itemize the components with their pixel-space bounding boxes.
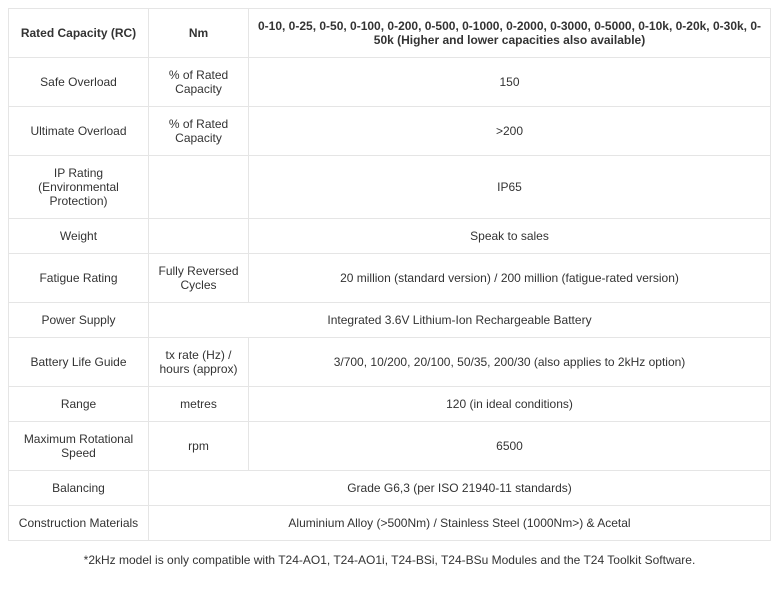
- spec-unit: % of Rated Capacity: [149, 107, 249, 156]
- spec-name: IP Rating (Environmental Protection): [9, 156, 149, 219]
- spec-name: Ultimate Overload: [9, 107, 149, 156]
- table-row: IP Rating (Environmental Protection) IP65: [9, 156, 771, 219]
- spec-unit: Fully Reversed Cycles: [149, 254, 249, 303]
- spec-name: Construction Materials: [9, 506, 149, 541]
- spec-value: >200: [249, 107, 771, 156]
- spec-name: Power Supply: [9, 303, 149, 338]
- header-unit: Nm: [149, 9, 249, 58]
- table-row: Fatigue RatingFully Reversed Cycles20 mi…: [9, 254, 771, 303]
- table-row: Maximum Rotational Speedrpm6500: [9, 422, 771, 471]
- spec-value: 150: [249, 58, 771, 107]
- spec-value: Integrated 3.6V Lithium-Ion Rechargeable…: [149, 303, 771, 338]
- spec-unit: rpm: [149, 422, 249, 471]
- spec-name: Range: [9, 387, 149, 422]
- spec-value: Grade G6,3 (per ISO 21940-11 standards): [149, 471, 771, 506]
- spec-unit: [149, 219, 249, 254]
- spec-name: Maximum Rotational Speed: [9, 422, 149, 471]
- table-row: Ultimate Overload% of Rated Capacity>200: [9, 107, 771, 156]
- spec-unit: tx rate (Hz) / hours (approx): [149, 338, 249, 387]
- table-row: Safe Overload% of Rated Capacity150: [9, 58, 771, 107]
- spec-unit: % of Rated Capacity: [149, 58, 249, 107]
- spec-unit: metres: [149, 387, 249, 422]
- table-header-row: Rated Capacity (RC) Nm 0-10, 0-25, 0-50,…: [9, 9, 771, 58]
- table-row: Power SupplyIntegrated 3.6V Lithium-Ion …: [9, 303, 771, 338]
- spec-name: Battery Life Guide: [9, 338, 149, 387]
- table-row: BalancingGrade G6,3 (per ISO 21940-11 st…: [9, 471, 771, 506]
- table-row: Battery Life Guidetx rate (Hz) / hours (…: [9, 338, 771, 387]
- header-values: 0-10, 0-25, 0-50, 0-100, 0-200, 0-500, 0…: [249, 9, 771, 58]
- spec-unit: [149, 156, 249, 219]
- spec-value: Aluminium Alloy (>500Nm) / Stainless Ste…: [149, 506, 771, 541]
- spec-name: Fatigue Rating: [9, 254, 149, 303]
- spec-value: 20 million (standard version) / 200 mill…: [249, 254, 771, 303]
- spec-value: 6500: [249, 422, 771, 471]
- spec-value: IP65: [249, 156, 771, 219]
- table-row: Rangemetres120 (in ideal conditions): [9, 387, 771, 422]
- header-rated-capacity: Rated Capacity (RC): [9, 9, 149, 58]
- footnote: *2kHz model is only compatible with T24-…: [8, 541, 771, 571]
- spec-value: 3/700, 10/200, 20/100, 50/35, 200/30 (al…: [249, 338, 771, 387]
- spec-table-body: Safe Overload% of Rated Capacity150Ultim…: [9, 58, 771, 541]
- spec-table: Rated Capacity (RC) Nm 0-10, 0-25, 0-50,…: [8, 8, 771, 541]
- spec-name: Weight: [9, 219, 149, 254]
- table-row: Construction MaterialsAluminium Alloy (>…: [9, 506, 771, 541]
- table-row: Weight Speak to sales: [9, 219, 771, 254]
- spec-value: Speak to sales: [249, 219, 771, 254]
- spec-name: Balancing: [9, 471, 149, 506]
- spec-value: 120 (in ideal conditions): [249, 387, 771, 422]
- spec-name: Safe Overload: [9, 58, 149, 107]
